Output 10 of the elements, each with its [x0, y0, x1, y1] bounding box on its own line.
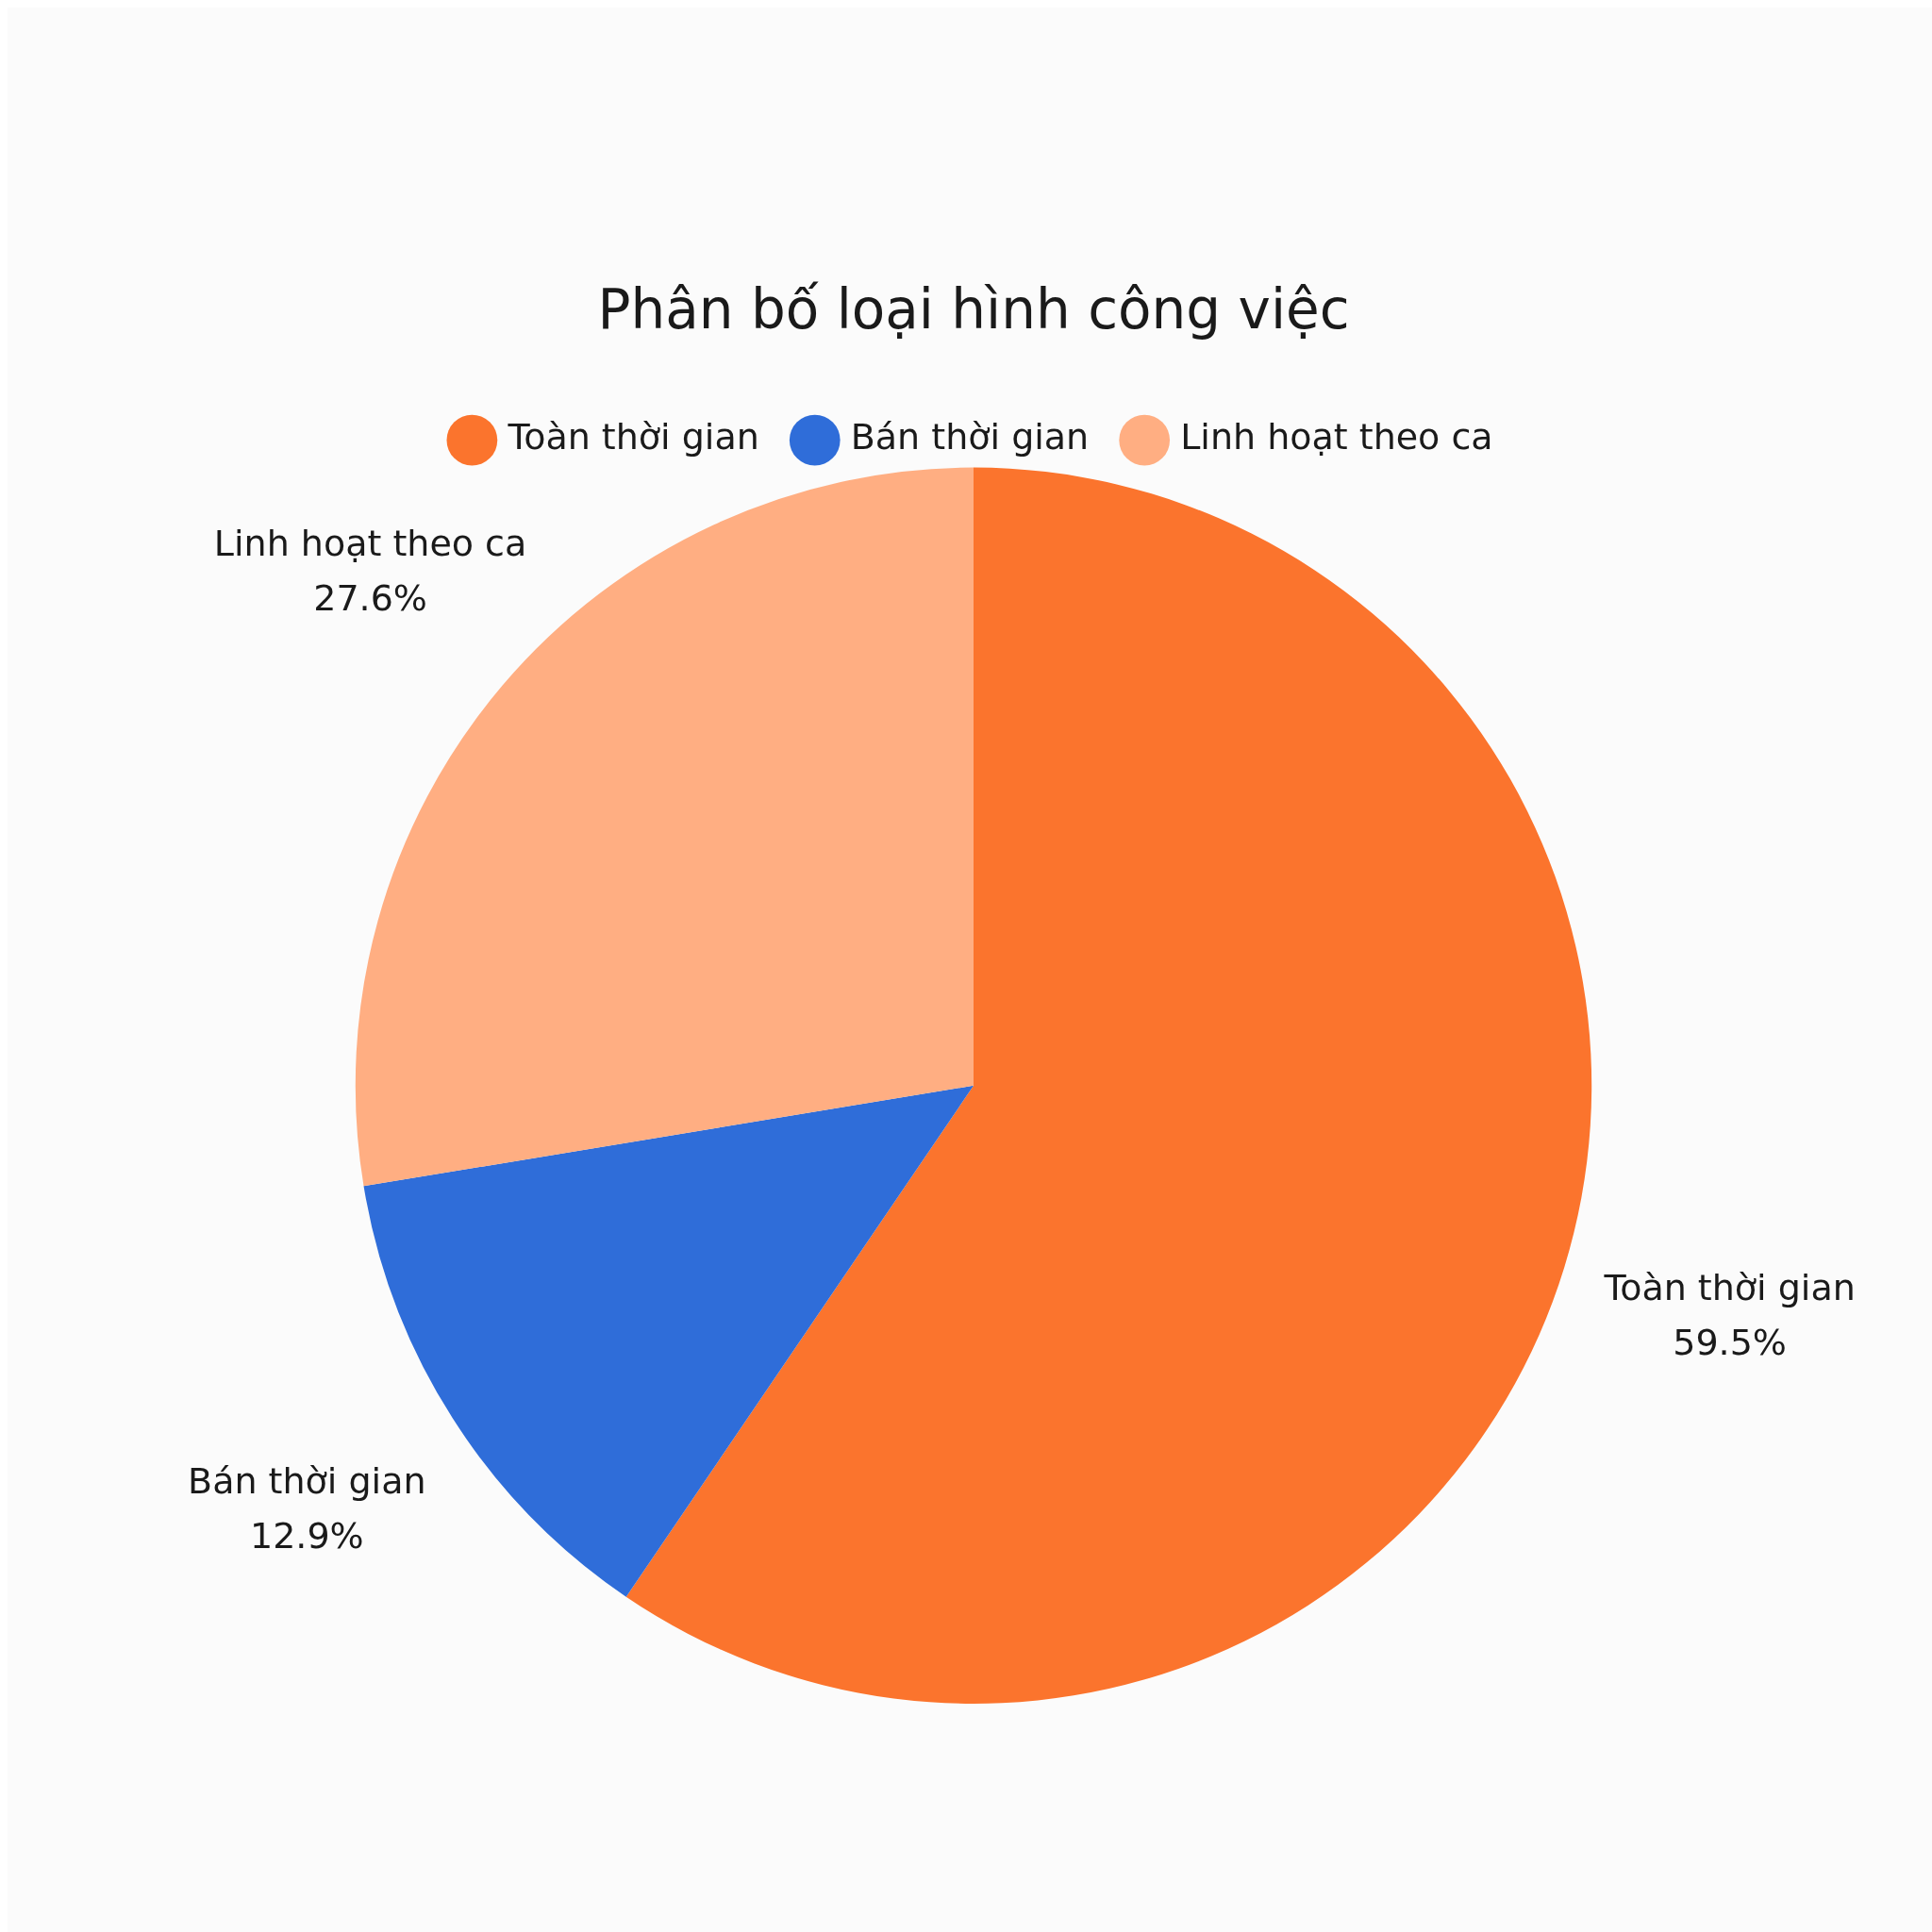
legend-label: Bán thời gian — [850, 416, 1090, 458]
legend-label: Linh hoạt theo ca — [1180, 416, 1493, 458]
chart-title: Phân bố loại hình công việc — [597, 276, 1350, 341]
data-label: 27.6% — [313, 577, 427, 620]
slice-label: Toàn thời gian — [1603, 1267, 1856, 1309]
slice-label: Linh hoạt theo ca — [213, 523, 527, 565]
data-label: 59.5% — [1673, 1322, 1787, 1364]
data-label: 12.9% — [249, 1515, 364, 1557]
slice-label: Bán thời gian — [188, 1460, 426, 1503]
legend-label: Toàn thời gian — [507, 416, 759, 458]
